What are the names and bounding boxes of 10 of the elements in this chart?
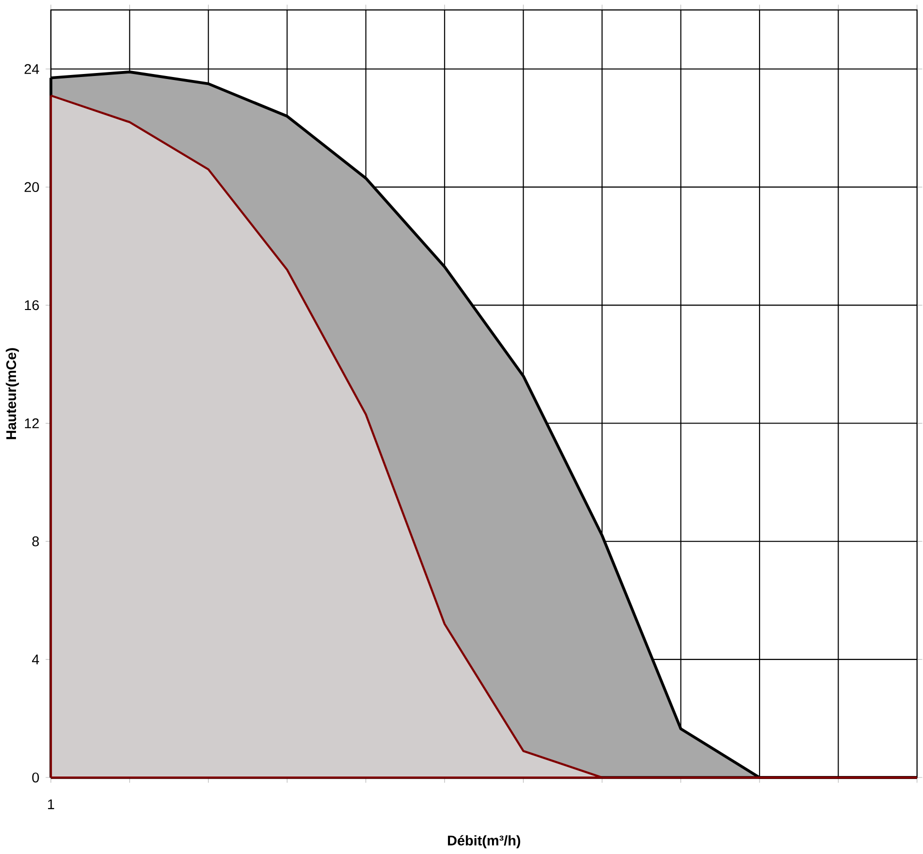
x-axis-title: Débit(m³/h)	[448, 835, 520, 848]
y-tick-label: 24	[24, 64, 40, 74]
x-tick-label: 1	[48, 799, 54, 810]
y-tick-label: 12	[24, 418, 39, 428]
y-tick-label: 0	[32, 772, 39, 782]
y-axis-title: Hauteur(mCe)	[6, 348, 19, 440]
y-tick-label: 16	[24, 300, 39, 310]
y-tick-label: 20	[24, 182, 39, 192]
y-tick-label: 4	[32, 654, 40, 664]
y-tick-label: 8	[32, 536, 39, 546]
